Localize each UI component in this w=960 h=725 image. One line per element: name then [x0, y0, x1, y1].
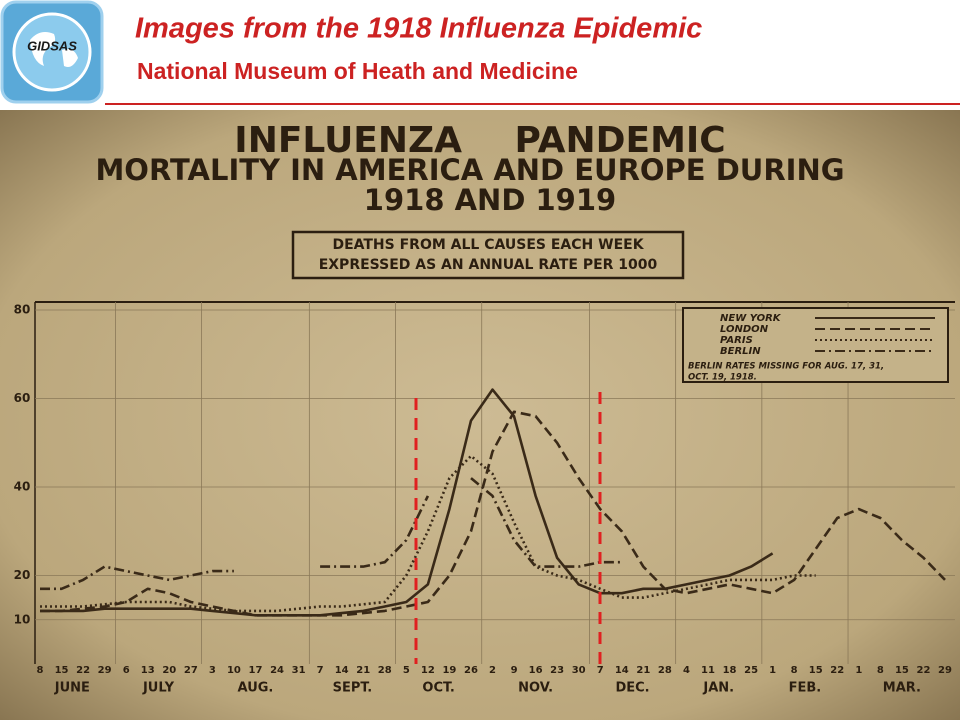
x-tick-label: 15	[55, 665, 69, 676]
y-tick-label: 40	[14, 480, 31, 494]
month-label: DEC.	[615, 681, 649, 696]
x-tick-label: 27	[184, 665, 198, 676]
month-label: MAR.	[883, 681, 921, 696]
x-tick-label: 10	[227, 665, 241, 676]
legend-note: OCT. 19, 1918.	[688, 373, 757, 383]
x-tick-label: 1	[769, 665, 776, 676]
x-tick-label: 21	[636, 665, 650, 676]
x-tick-label: 29	[938, 665, 952, 676]
y-tick-label: 20	[14, 568, 31, 582]
x-tick-label: 4	[683, 665, 690, 676]
y-tick-label: 10	[14, 612, 31, 626]
x-tick-label: 31	[292, 665, 306, 676]
x-tick-label: 22	[830, 665, 844, 676]
x-tick-label: 3	[209, 665, 216, 676]
slide-subtitle: National Museum of Heath and Medicine	[137, 58, 578, 84]
x-tick-label: 14	[615, 665, 629, 676]
series-line	[40, 477, 622, 591]
chart: INFLUENZA PANDEMIC MORTALITY IN AMERICA …	[14, 120, 955, 696]
x-tick-label: 17	[249, 665, 263, 676]
y-tick-label: 60	[14, 391, 31, 405]
month-label: AUG.	[238, 681, 274, 696]
photo-background	[0, 110, 960, 720]
legend-label: LONDON	[720, 324, 769, 335]
series-line	[40, 410, 946, 617]
x-tick-label: 9	[511, 665, 518, 676]
x-tick-label: 21	[356, 665, 370, 676]
note-text: DEATHS FROM ALL CAUSES EACH WEEK	[332, 237, 644, 253]
x-tick-label: 8	[877, 665, 884, 676]
month-label: OCT.	[422, 681, 454, 696]
x-tick-label: 24	[270, 665, 284, 676]
legend-label: PARIS	[720, 335, 753, 346]
legend-label: NEW YORK	[720, 313, 782, 324]
month-label: JAN.	[702, 681, 734, 696]
x-tick-label: 1	[855, 665, 862, 676]
x-tick-label: 20	[162, 665, 176, 676]
x-tick-label: 25	[744, 665, 758, 676]
logo-globe	[12, 12, 92, 92]
legend-note: BERLIN RATES MISSING FOR AUG. 17, 31,	[688, 362, 884, 372]
x-tick-label: 6	[123, 665, 130, 676]
x-tick-label: 16	[529, 665, 543, 676]
slide-title: Images from the 1918 Influenza Epidemic	[135, 13, 702, 45]
x-tick-label: 29	[98, 665, 112, 676]
logo-text: GIDSAS	[27, 38, 77, 53]
x-tick-label: 8	[37, 665, 44, 676]
series-line	[40, 388, 774, 617]
note-text: EXPRESSED AS AN ANNUAL RATE PER 1000	[319, 257, 658, 273]
x-tick-label: 28	[658, 665, 672, 676]
month-label: JUNE	[54, 681, 90, 696]
x-tick-label: 22	[916, 665, 930, 676]
series-line	[40, 454, 816, 613]
y-tick-label: 80	[14, 303, 31, 317]
x-tick-label: 22	[76, 665, 90, 676]
x-tick-label: 28	[378, 665, 392, 676]
x-tick-label: 2	[489, 665, 496, 676]
x-tick-label: 8	[791, 665, 798, 676]
chart-subtitle: MORTALITY IN AMERICA AND EUROPE DURING	[95, 153, 844, 187]
month-label: NOV.	[518, 681, 553, 696]
x-tick-label: 18	[723, 665, 737, 676]
x-tick-label: 7	[317, 665, 324, 676]
x-tick-label: 15	[809, 665, 823, 676]
month-label: SEPT.	[333, 681, 373, 696]
x-tick-label: 30	[572, 665, 586, 676]
x-tick-label: 11	[701, 665, 715, 676]
x-tick-label: 13	[141, 665, 155, 676]
x-tick-label: 5	[403, 665, 410, 676]
x-tick-label: 26	[464, 665, 478, 676]
logo-continents	[30, 32, 78, 67]
x-tick-label: 19	[442, 665, 456, 676]
legend-box	[682, 307, 949, 383]
month-label: JULY	[142, 681, 175, 696]
chart-subtitle: 1918 AND 1919	[364, 183, 616, 217]
note-box	[291, 230, 685, 280]
x-tick-label: 7	[597, 665, 604, 676]
x-tick-label: 14	[335, 665, 349, 676]
chart-title: INFLUENZA PANDEMIC	[234, 120, 725, 161]
legend-label: BERLIN	[720, 346, 761, 357]
month-label: FEB.	[789, 681, 822, 696]
x-tick-label: 12	[421, 665, 435, 676]
x-tick-label: 23	[550, 665, 564, 676]
x-tick-label: 15	[895, 665, 909, 676]
